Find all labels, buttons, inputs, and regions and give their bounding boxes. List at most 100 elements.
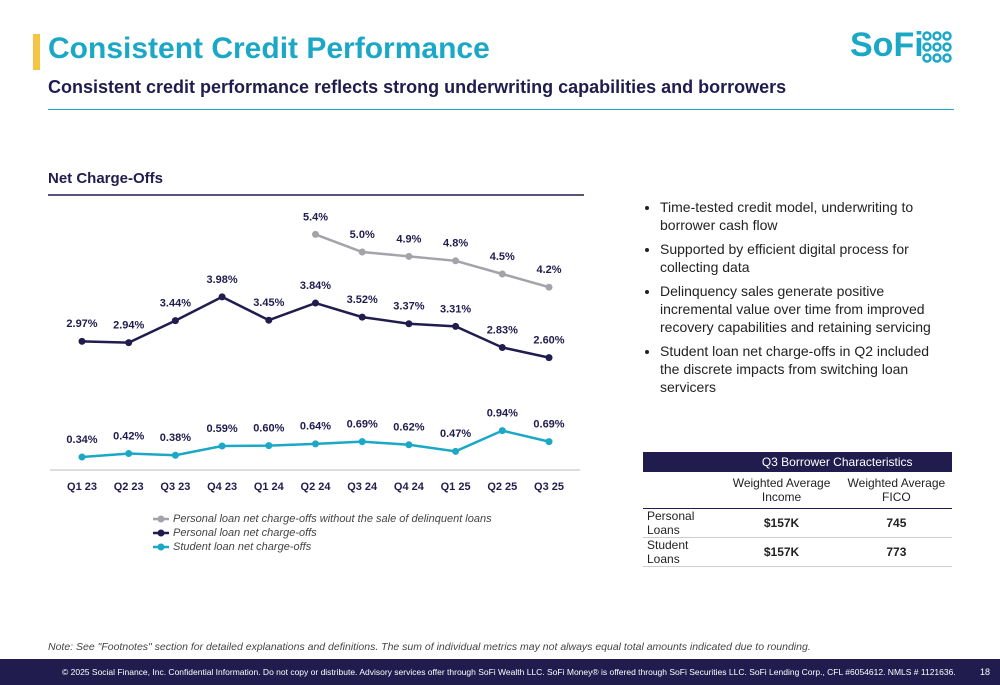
data-label: 5.4% <box>303 211 328 223</box>
data-label: 4.2% <box>536 264 561 276</box>
point <box>171 317 179 325</box>
legend-label: Student loan net charge-offs <box>173 541 312 553</box>
row-label: Personal Loans <box>647 508 695 537</box>
bullet: Time-tested credit model, underwriting t… <box>660 198 952 234</box>
chart-title: Net Charge-Offs <box>48 170 163 187</box>
point <box>405 320 413 328</box>
cell: $157K <box>763 544 800 559</box>
x-tick-label: Q2 24 <box>301 481 332 493</box>
data-label: 4.9% <box>396 233 421 245</box>
x-tick-label: Q1 24 <box>254 481 285 493</box>
point <box>265 316 273 324</box>
x-tick-label: Q2 25 <box>487 481 517 493</box>
x-tick-label: Q3 23 <box>160 481 190 493</box>
point <box>545 438 553 446</box>
bullet-list: Time-tested credit model, underwriting t… <box>642 198 952 396</box>
data-label: 2.97% <box>66 318 97 330</box>
x-tick-label: Q3 24 <box>347 481 378 493</box>
data-label: 4.8% <box>443 238 468 250</box>
row-label: Student Loans <box>647 537 689 566</box>
data-label: 0.47% <box>440 428 471 440</box>
point <box>452 257 460 265</box>
cell: 773 <box>886 544 907 559</box>
footer-band <box>0 659 1000 685</box>
x-tick-label: Q4 23 <box>207 481 237 493</box>
data-label: 3.37% <box>393 301 424 313</box>
data-label: 2.94% <box>113 320 144 332</box>
title: Consistent Credit Performance <box>48 32 490 65</box>
x-tick-label: Q4 24 <box>394 481 425 493</box>
data-label: 0.42% <box>113 430 144 442</box>
legend-label: Personal loan net charge-offs without th… <box>173 513 492 525</box>
x-tick-label: Q1 25 <box>441 481 471 493</box>
accent-bar <box>33 34 40 70</box>
data-label: 0.64% <box>300 421 331 433</box>
cell: $157K <box>763 515 800 530</box>
page-number: 18 <box>980 667 991 677</box>
legend-marker <box>157 543 165 551</box>
subtitle: Consistent credit performance reflects s… <box>48 77 787 97</box>
point <box>78 337 86 345</box>
data-label: 0.69% <box>347 419 378 431</box>
point <box>125 339 133 347</box>
point <box>218 293 226 301</box>
point <box>78 453 86 461</box>
chart: Net Charge-Offs Q1 23 Q2 23 Q3 23 Q4 23 Q1 2… <box>48 170 584 553</box>
point <box>358 313 366 321</box>
column-header: Weighted Average FICO <box>847 475 946 504</box>
bullet: Supported by efficient digital process f… <box>660 240 952 276</box>
point <box>498 427 506 435</box>
point <box>171 451 179 459</box>
point <box>312 299 319 307</box>
point <box>405 252 413 260</box>
footer-text: © 2025 Social Finance, Inc. Confidential… <box>62 667 956 677</box>
point <box>545 283 553 291</box>
table-title: Q3 Borrower Characteristics <box>761 455 913 469</box>
point <box>405 441 413 449</box>
note: Note: See "Footnotes" section for detail… <box>48 641 811 653</box>
series-line <box>315 233 550 289</box>
bullet: Delinquency sales generate positive incr… <box>660 282 952 336</box>
legend-marker <box>157 515 165 523</box>
data-label: 5.0% <box>350 229 375 241</box>
point <box>312 440 319 448</box>
point <box>218 442 226 450</box>
legend-marker <box>157 529 165 537</box>
data-label: 3.44% <box>160 298 191 310</box>
data-label: 3.98% <box>206 274 237 286</box>
point <box>452 447 460 455</box>
x-tick-label: Q1 23 <box>67 481 97 493</box>
point <box>452 322 460 330</box>
data-label: 0.69% <box>533 419 564 431</box>
point <box>265 442 273 450</box>
x-tick-label: Q3 25 <box>534 481 564 493</box>
point <box>358 438 366 446</box>
header-rule <box>48 109 954 110</box>
data-label: 3.45% <box>253 297 284 309</box>
data-label: 3.84% <box>300 280 331 292</box>
table: Q3 Borrower Characteristics Weighted Ave… <box>643 452 952 567</box>
data-label: 0.38% <box>160 432 191 444</box>
point <box>125 450 133 458</box>
cell: 745 <box>886 515 907 530</box>
data-label: 3.31% <box>440 303 471 315</box>
data-label: 2.83% <box>487 324 518 336</box>
data-label: 4.5% <box>490 251 515 263</box>
logo: SoFi <box>850 26 924 64</box>
data-label: 0.62% <box>393 422 424 434</box>
point <box>498 343 506 351</box>
point <box>312 230 319 238</box>
point <box>498 270 506 278</box>
point <box>358 248 366 256</box>
point <box>545 354 553 362</box>
x-tick-label: Q2 23 <box>114 481 144 493</box>
data-label: 0.59% <box>206 423 237 435</box>
data-label: 0.34% <box>66 434 97 446</box>
data-label: 0.60% <box>253 423 284 435</box>
column-header: Weighted Average Income <box>732 475 831 504</box>
data-label: 0.94% <box>487 408 518 420</box>
data-label: 2.60% <box>533 335 564 347</box>
data-label: 3.52% <box>347 294 378 306</box>
legend-label: Personal loan net charge-offs <box>173 527 317 539</box>
